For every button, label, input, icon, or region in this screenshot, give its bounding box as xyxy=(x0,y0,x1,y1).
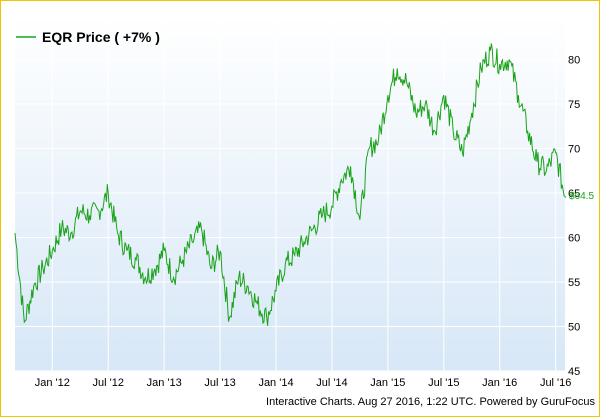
x-axis: Jan '12 Jul '12 Jan '13 Jul '13 Jan '14 Jul '… xyxy=(35,377,572,389)
x-tick-label: Jan '12 xyxy=(35,377,70,389)
y-axis: 45 50 55 60 65 70 75 80 xyxy=(568,55,580,379)
y-tick-label: 60 xyxy=(568,233,580,245)
x-tick-label: Jan '15 xyxy=(370,377,405,389)
legend[interactable]: EQR Price ( +7% ) xyxy=(16,29,160,45)
x-tick-label: Jul '12 xyxy=(92,377,123,389)
y-tick-label: 75 xyxy=(568,99,580,111)
x-tick-label: Jul '14 xyxy=(316,377,347,389)
x-tick-label: Jul '16 xyxy=(540,377,571,389)
x-tick-label: Jan '14 xyxy=(258,377,293,389)
legend-label: EQR Price ( +7% ) xyxy=(42,29,160,45)
y-tick-label: 50 xyxy=(568,322,580,334)
x-tick-label: Jul '13 xyxy=(204,377,235,389)
current-price-label: $64.5 xyxy=(569,191,594,202)
x-tick-label: Jan '13 xyxy=(147,377,182,389)
price-series-line xyxy=(14,43,567,326)
y-tick-label: 55 xyxy=(568,277,580,289)
y-tick-label: 45 xyxy=(568,366,580,378)
footer-attribution: Interactive Charts. Aug 27 2016, 1:22 UT… xyxy=(266,396,595,408)
y-tick-label: 70 xyxy=(568,144,580,156)
x-tick-label: Jul '15 xyxy=(428,377,459,389)
grid-lines xyxy=(15,14,565,372)
y-tick-label: 65 xyxy=(568,188,580,200)
y-tick-label: 80 xyxy=(568,55,580,67)
x-tick-label: Jan '16 xyxy=(482,377,517,389)
